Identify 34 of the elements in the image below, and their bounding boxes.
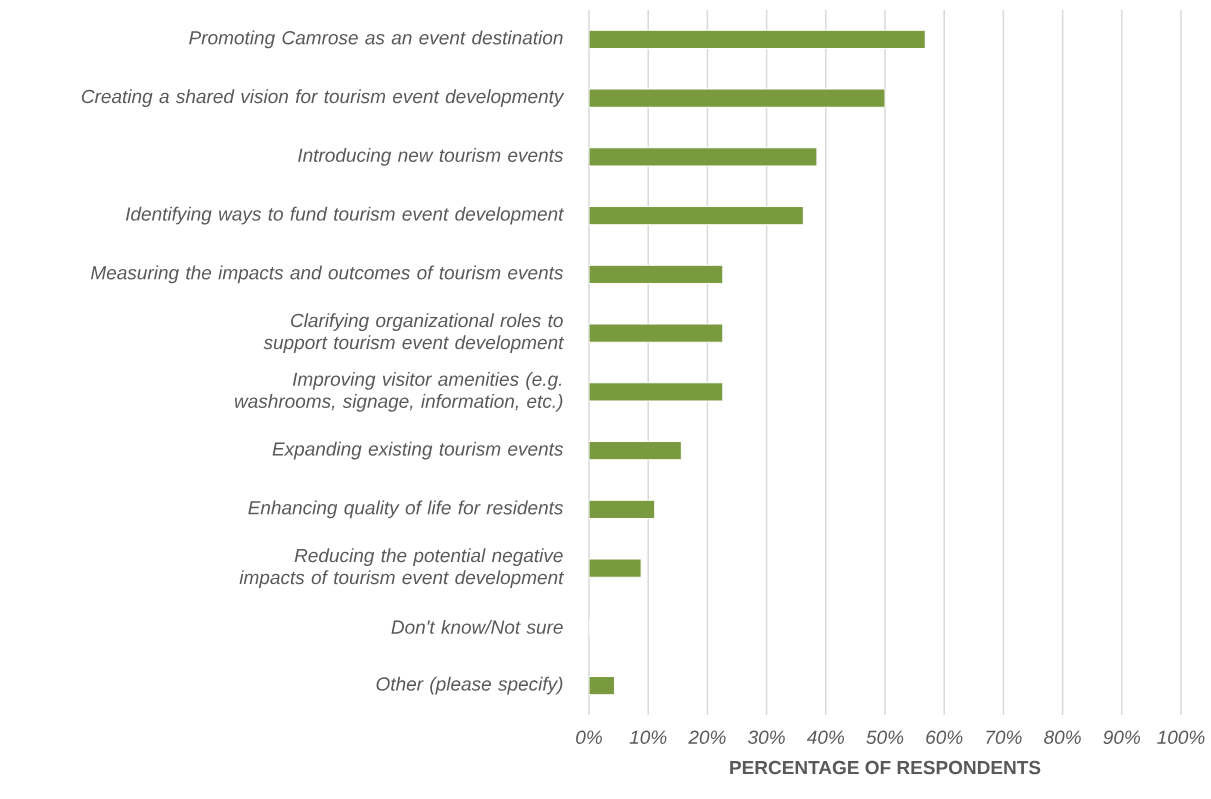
x-tick-label: 60% <box>926 730 963 744</box>
y-tick-label: Don't know/Not sure <box>391 619 563 634</box>
y-tick-label: Clarifying organizational roles to support tourism event development <box>263 313 565 353</box>
y-tick-label: Introducing new tourism events <box>298 148 564 166</box>
x-tick-label: 40% <box>806 730 844 744</box>
y-tick-label: Other (please specify) <box>376 676 563 695</box>
bar <box>589 88 886 108</box>
bar <box>589 147 818 167</box>
bar <box>589 441 682 461</box>
x-tick-label: 20% <box>688 730 726 744</box>
x-tick-label: 90% <box>1103 730 1140 744</box>
bar <box>589 558 642 578</box>
bar <box>589 323 724 343</box>
y-tick-label: Measuring the impacts and outcomes of tourism events <box>90 265 564 284</box>
y-tick-label: Reducing the potential negative impacts of tourism event development <box>239 548 565 588</box>
y-tick-label: Expanding existing tourism events <box>272 441 564 460</box>
bar <box>589 29 926 49</box>
x-tick-label: 0% <box>576 730 602 744</box>
x-tick-label: 10% <box>629 730 667 744</box>
x-axis-title: PERCENTAGE OF RESPONDENTS <box>730 760 1041 775</box>
y-tick-label: Improving visitor amenities (e.g. washrooms, signage, information, etc.) <box>234 372 563 412</box>
x-tick-label: 50% <box>866 730 904 744</box>
x-tick-label: 100% <box>1157 730 1205 744</box>
bar <box>589 206 804 226</box>
x-tick-label: 70% <box>986 730 1022 744</box>
y-tick-label: Promoting Camrose as an event destination <box>189 30 563 49</box>
y-tick-label: Creating a shared vision for tourism event developmenty <box>81 89 565 107</box>
y-tick-label: Enhancing quality of life for residents <box>248 500 564 519</box>
bar <box>589 264 724 284</box>
bar <box>589 382 724 402</box>
x-tick-label: 30% <box>748 730 785 744</box>
x-tick-label: 80% <box>1044 730 1081 744</box>
y-tick-label: Identifying ways to fund tourism event development <box>125 206 565 225</box>
bar <box>589 499 656 519</box>
